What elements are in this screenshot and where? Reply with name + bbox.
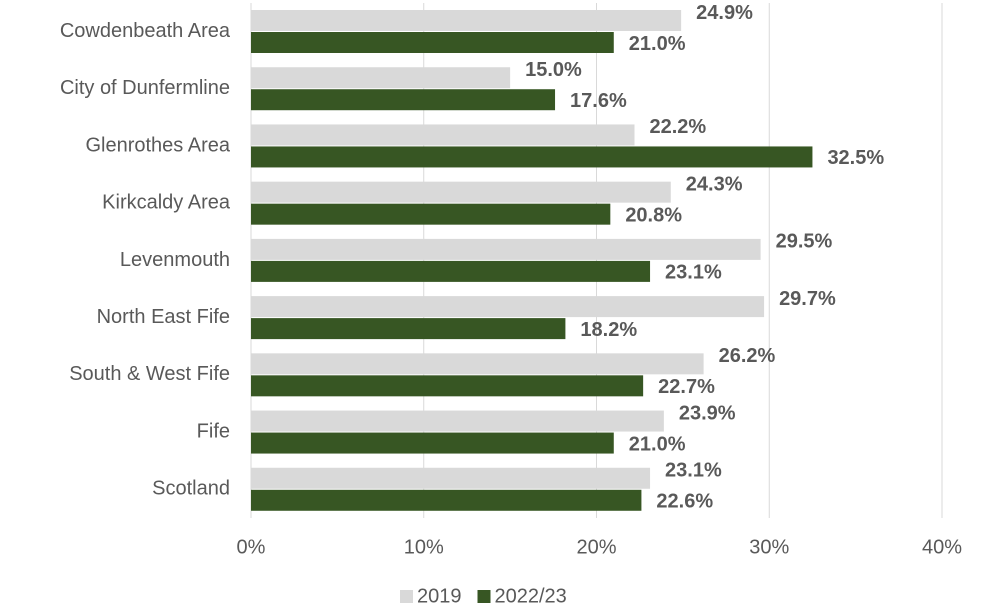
x-tick-label: 20% (576, 536, 616, 558)
x-tick-label: 40% (922, 536, 962, 558)
value-label: 23.1% (665, 460, 722, 482)
bar (251, 489, 642, 511)
y-tick-label: North East Fife (97, 306, 230, 328)
bar (251, 10, 682, 31)
bar (251, 67, 511, 89)
bar (251, 432, 614, 454)
value-label: 20.8% (625, 204, 682, 226)
bar (251, 375, 644, 397)
value-label: 15.0% (525, 59, 582, 81)
bar (251, 124, 635, 146)
value-label: 29.7% (779, 288, 836, 310)
value-label: 21.0% (629, 33, 686, 55)
y-tick-label: Scotland (152, 478, 230, 500)
y-tick-label: Fife (197, 420, 230, 442)
legend-swatch (477, 590, 491, 603)
y-tick-label: Kirkcaldy Area (102, 192, 231, 214)
y-tick-label: City of Dunfermline (60, 77, 230, 99)
bar (251, 89, 556, 111)
value-label: 17.6% (570, 90, 627, 112)
y-tick-label: South & West Fife (69, 363, 230, 385)
legend-label: 2019 (417, 585, 462, 607)
value-label: 23.9% (679, 402, 736, 424)
bar (251, 260, 651, 282)
x-tick-label: 30% (749, 536, 789, 558)
bar (251, 181, 671, 203)
value-label: 32.5% (827, 147, 884, 169)
bar (251, 238, 761, 260)
value-label: 22.7% (658, 376, 715, 398)
value-label: 22.2% (650, 116, 707, 138)
bar (251, 32, 614, 53)
value-label: 18.2% (580, 319, 637, 341)
bar (251, 318, 566, 340)
value-label: 24.3% (686, 173, 743, 195)
bar (251, 146, 813, 168)
value-label: 21.0% (629, 433, 686, 455)
y-tick-label: Levenmouth (120, 249, 230, 271)
legend-swatch (400, 590, 413, 603)
value-label: 29.5% (776, 231, 833, 253)
value-label: 23.1% (665, 262, 722, 284)
value-label: 24.9% (696, 2, 753, 24)
bar (251, 410, 664, 432)
bar (251, 353, 704, 375)
y-tick-label: Glenrothes Area (85, 134, 230, 156)
value-label: 22.6% (656, 491, 713, 513)
x-tick-label: 0% (237, 536, 266, 558)
x-tick-label: 10% (404, 536, 444, 558)
bar (251, 467, 651, 489)
bar (251, 296, 765, 318)
value-label: 26.2% (719, 345, 776, 367)
legend-label: 2022/23 (495, 585, 567, 607)
bar (251, 203, 611, 225)
y-tick-label: Cowdenbeath Area (60, 20, 231, 42)
